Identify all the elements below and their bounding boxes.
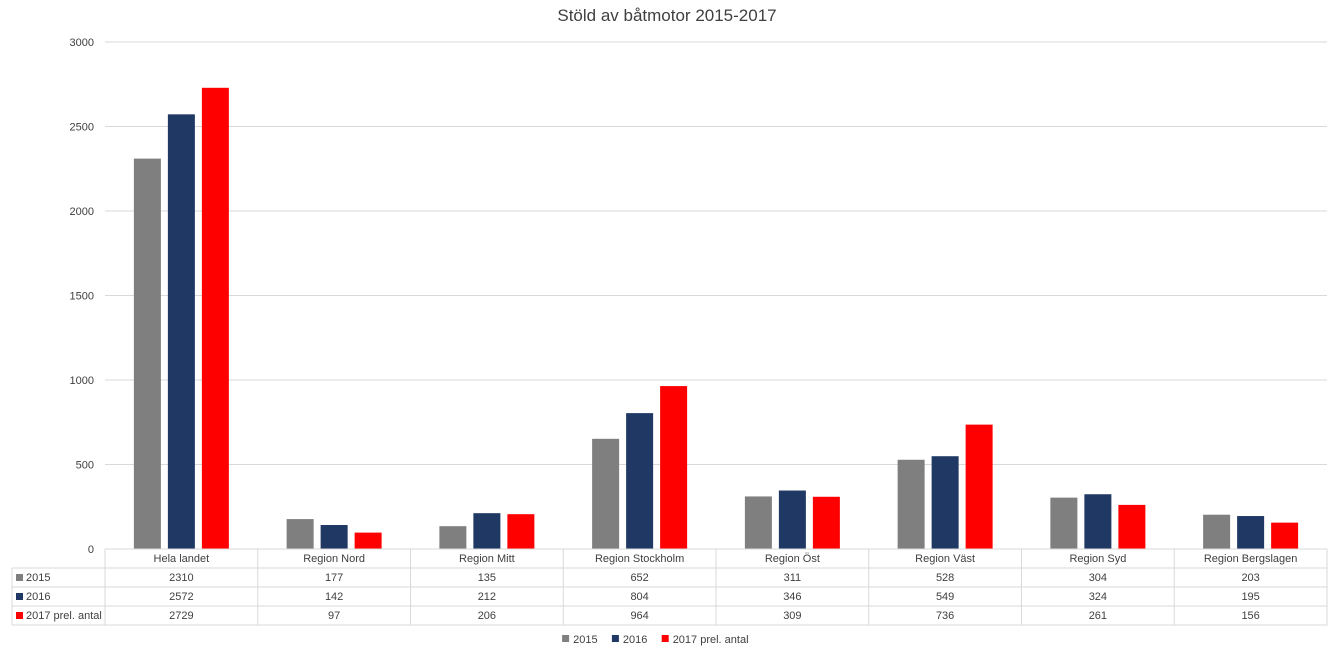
table-series-label: 2016: [26, 591, 50, 603]
table-value: 964: [630, 610, 648, 622]
data-table: Hela landet Region Nord Region Mitt Region …: [11, 548, 1328, 626]
table-value: 304: [1089, 572, 1107, 584]
gridlines: [105, 41, 1327, 465]
bar: [507, 514, 535, 549]
table-legend-key: [16, 612, 23, 619]
y-tick-label: 2000: [70, 206, 94, 218]
y-tick-label: 1000: [70, 375, 94, 387]
table-value: 142: [325, 591, 343, 603]
legend-label: 2015: [573, 634, 597, 646]
category-label: Region Öst: [765, 553, 820, 565]
table-value: 135: [478, 572, 496, 584]
table-legend-key: [16, 593, 23, 600]
y-tick-label: 3000: [70, 37, 94, 49]
table-value: 195: [1241, 591, 1259, 603]
category-label: Region Mitt: [459, 553, 515, 565]
table-value: 736: [936, 610, 954, 622]
bar: [439, 526, 467, 549]
y-tick-label: 0: [88, 544, 94, 556]
table-value: 206: [478, 610, 496, 622]
bar: [133, 158, 161, 550]
table-value: 203: [1241, 572, 1259, 584]
table-value: 177: [325, 572, 343, 584]
category-label: Region Bergslagen: [1204, 553, 1298, 565]
legend-key: [661, 635, 669, 642]
bar: [354, 532, 382, 549]
chart-title: Stöld av båtmotor 2015-2017: [557, 6, 776, 25]
table-value: 2572: [169, 591, 193, 603]
y-tick-label: 1500: [70, 291, 94, 303]
bars: [133, 87, 1299, 550]
y-tick-label: 2500: [70, 122, 94, 134]
table-value: 212: [478, 591, 496, 603]
bar: [592, 438, 620, 549]
category-label: Region Väst: [915, 553, 975, 565]
legend: 2015 2016 2017 prel. antal: [562, 634, 749, 646]
bar: [1118, 504, 1146, 549]
table-value: 324: [1089, 591, 1107, 603]
table-value: 156: [1241, 610, 1259, 622]
y-axis-tick-labels: 0 500 1000 1500 2000 2500 3000: [70, 37, 94, 556]
bar: [320, 525, 348, 549]
category-label: Region Stockholm: [595, 553, 684, 565]
table-value: 2729: [169, 610, 193, 622]
bar: [473, 513, 501, 549]
bar: [201, 87, 229, 549]
legend-label: 2017 prel. antal: [673, 634, 749, 646]
table-value: 97: [328, 610, 340, 622]
table-series-label: 2017 prel. antal: [26, 610, 102, 622]
bar: [1203, 514, 1231, 549]
category-label: Region Syd: [1069, 553, 1126, 565]
legend-key: [611, 635, 619, 642]
table-value: 346: [783, 591, 801, 603]
bar: [897, 459, 925, 549]
bar: [286, 519, 314, 549]
table-series-label: 2015: [26, 572, 50, 584]
table-legend-key: [16, 574, 23, 581]
y-tick-label: 500: [76, 460, 94, 472]
bar: [660, 386, 688, 549]
bar: [1084, 494, 1112, 549]
bar: [965, 424, 993, 549]
table-value: 549: [936, 591, 954, 603]
table-value: 309: [783, 610, 801, 622]
category-label: Region Nord: [303, 553, 365, 565]
legend-label: 2016: [623, 634, 647, 646]
table-value: 804: [630, 591, 648, 603]
bar: [812, 496, 840, 549]
table-value: 261: [1089, 610, 1107, 622]
table-value: 311: [784, 572, 802, 584]
legend-key: [562, 635, 570, 642]
bar: [778, 490, 806, 549]
bar: [1050, 497, 1078, 549]
table-value: 652: [630, 572, 648, 584]
bar: [167, 114, 195, 549]
table-value: 2310: [169, 572, 193, 584]
bar: [1237, 516, 1265, 549]
bar: [1271, 522, 1299, 549]
bar: [744, 496, 772, 549]
bar: [931, 456, 959, 549]
category-label: Hela landet: [154, 553, 210, 565]
table-value: 528: [936, 572, 954, 584]
bar: [626, 413, 654, 549]
